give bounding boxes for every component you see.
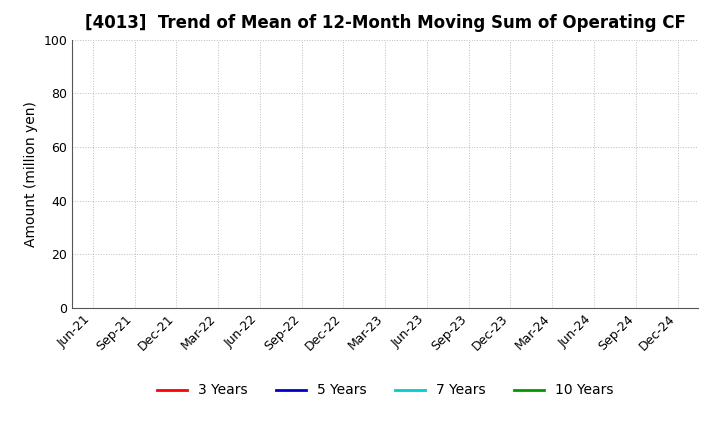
- Title: [4013]  Trend of Mean of 12-Month Moving Sum of Operating CF: [4013] Trend of Mean of 12-Month Moving …: [85, 15, 685, 33]
- Y-axis label: Amount (million yen): Amount (million yen): [24, 101, 37, 247]
- Legend: 3 Years, 5 Years, 7 Years, 10 Years: 3 Years, 5 Years, 7 Years, 10 Years: [151, 378, 619, 403]
